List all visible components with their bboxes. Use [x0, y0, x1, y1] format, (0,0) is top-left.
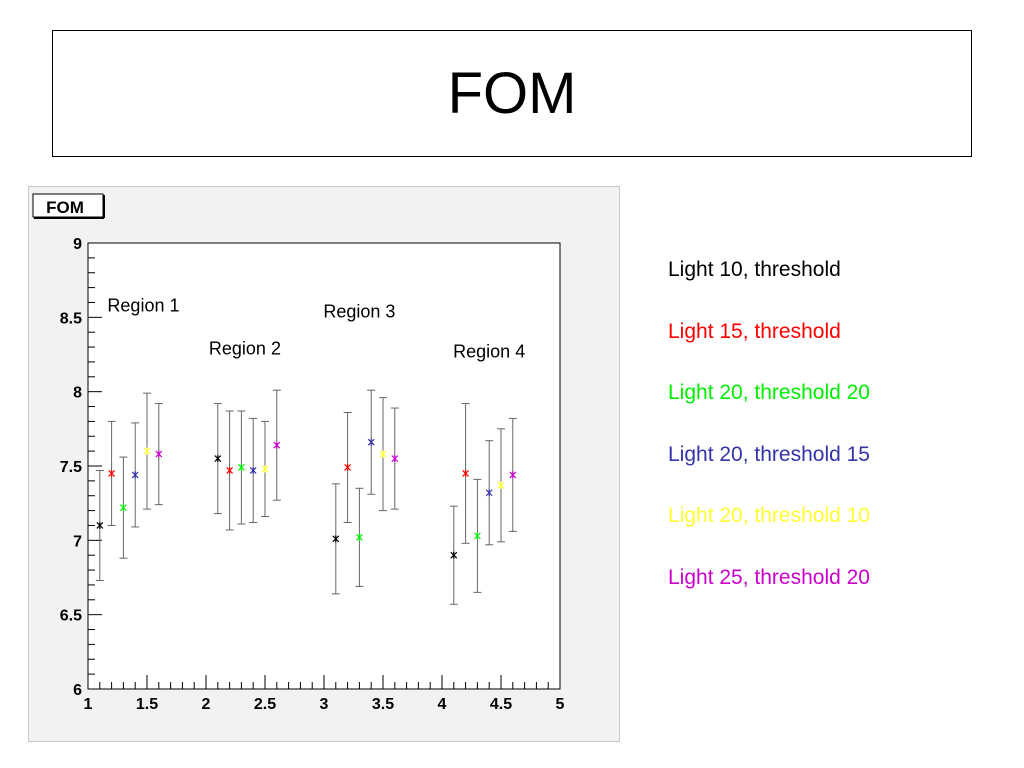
star-marker	[391, 455, 399, 463]
star-marker	[462, 469, 470, 477]
star-marker	[485, 489, 493, 497]
data-point	[131, 422, 140, 528]
y-tick-label: 6.5	[60, 608, 82, 625]
data-point	[237, 410, 246, 525]
star-marker	[108, 469, 116, 477]
data-point	[261, 420, 269, 518]
data-point	[154, 403, 163, 506]
x-tick-label: 1	[84, 696, 93, 713]
data-point	[95, 469, 104, 581]
star-marker	[249, 466, 257, 474]
data-point	[355, 487, 364, 587]
chart-title: FOM	[46, 198, 84, 217]
data-point	[390, 407, 399, 510]
star-marker	[355, 533, 363, 541]
data-point	[508, 417, 517, 532]
x-tick-label: 4.5	[490, 696, 512, 713]
slide-title-box: FOM	[52, 30, 972, 157]
region-label: Region 2	[209, 339, 281, 359]
star-marker	[379, 450, 387, 458]
star-marker	[119, 504, 127, 512]
x-tick-label: 1.5	[136, 696, 158, 713]
region-label: Region 1	[107, 295, 179, 315]
star-marker	[143, 447, 151, 455]
data-point	[473, 478, 482, 593]
axes: 1 1.5 2 2.5 3 3.5 4 4.5 5 6 6.5 7 7.5 8 8.5 9	[60, 236, 565, 713]
star-marker	[450, 551, 458, 559]
y-tick-label: 6	[73, 682, 82, 699]
star-marker	[155, 450, 163, 458]
star-marker	[473, 532, 481, 540]
x-tick-label: 4	[438, 696, 447, 713]
annotations: Region 1 Region 2 Region 3 Region 4	[107, 295, 525, 361]
star-marker	[273, 441, 281, 449]
data-point	[461, 403, 470, 544]
plot-frame	[87, 242, 561, 690]
data-marks	[95, 389, 517, 605]
data-point	[225, 410, 234, 531]
star-marker	[226, 466, 234, 474]
data-point	[379, 397, 387, 512]
star-marker	[509, 471, 517, 479]
legend-item: Light 10, threshold	[668, 258, 841, 281]
y-tick-label: 7.5	[60, 459, 82, 476]
star-marker	[497, 481, 505, 489]
legend-item: Light 20, threshold 10	[668, 504, 870, 527]
data-point	[249, 417, 258, 523]
star-marker	[96, 521, 104, 529]
x-tick-label: 5	[556, 696, 565, 713]
star-marker	[344, 463, 352, 471]
x-tick-label: 2	[202, 696, 211, 713]
legend-item: Light 15, threshold	[668, 319, 841, 343]
data-point	[107, 420, 116, 526]
data-point	[213, 403, 222, 515]
y-tick-label: 7	[73, 533, 82, 550]
data-point	[119, 456, 128, 559]
star-marker	[131, 471, 139, 479]
data-point	[449, 505, 458, 605]
star-marker	[367, 438, 375, 446]
data-point	[143, 392, 151, 510]
legend-item: Light 20, threshold 20	[668, 381, 870, 404]
data-point	[343, 411, 352, 523]
data-point	[485, 440, 494, 546]
fom-chart: FOM 1 1.5 2 2.5 3 3.5 4 4.5 5 6 6.5 7 7.5 8 8.5 9 Regio…	[32, 193, 565, 713]
region-label: Region 4	[453, 341, 525, 361]
plot-panel: FOM 1 1.5 2 2.5 3 3.5 4 4.5 5 6 6.5 7 7.5 8 8.5 9 Regio…	[28, 186, 620, 742]
star-marker	[332, 535, 340, 543]
chart-title-box: FOM	[32, 193, 105, 219]
legend-item: Light 25, threshold 20	[668, 565, 870, 589]
y-tick-label: 9	[73, 236, 82, 253]
star-marker	[261, 465, 269, 473]
star-marker	[214, 455, 222, 463]
x-tick-label: 3	[320, 696, 329, 713]
star-marker	[237, 463, 245, 471]
x-tick-label: 2.5	[254, 696, 276, 713]
y-tick-label: 8	[73, 385, 82, 402]
x-tick-label: 3.5	[372, 696, 394, 713]
region-label: Region 3	[323, 301, 395, 321]
slide-title: FOM	[447, 61, 577, 126]
data-point	[367, 389, 376, 495]
data-point	[331, 483, 340, 595]
data-point	[272, 389, 281, 501]
y-tick-label: 8.5	[60, 310, 82, 327]
data-point	[497, 428, 505, 543]
legend-item: Light 20, threshold 15	[668, 442, 870, 466]
